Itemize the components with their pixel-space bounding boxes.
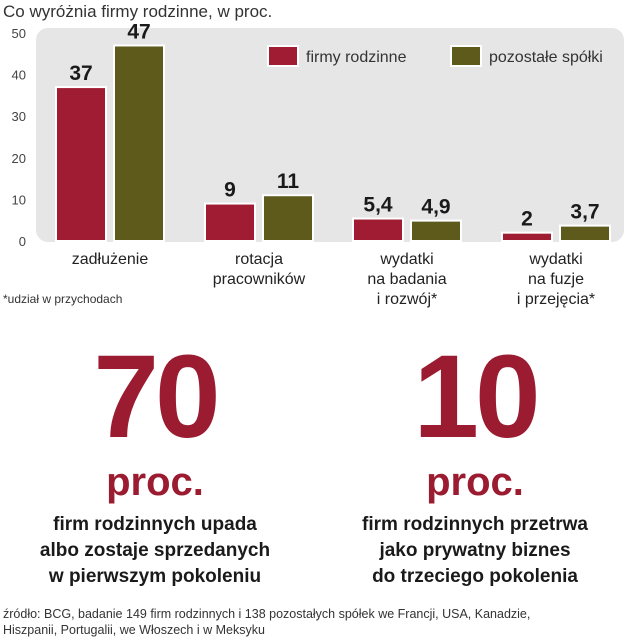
bar-value-label: 11	[277, 170, 300, 193]
category-label: wydatki	[528, 251, 582, 268]
stat-number-1: 70	[93, 331, 220, 463]
bar	[55, 86, 107, 242]
bar	[262, 194, 314, 243]
bar	[113, 44, 165, 243]
stat-description-line: firm rodzinnych przetrwa	[362, 514, 588, 535]
bar-value-label: 4,9	[421, 196, 450, 219]
bar-chart: 0 10 20 30 40 50 37 9 5,4 2 47 11 4,9 3,7 zadłużenie ro…	[12, 20, 624, 308]
legend-label: pozostałe spółki	[489, 49, 603, 66]
stat-description-line: firm rodzinnych upada	[53, 514, 257, 535]
stat-description-2: firm rodzinnych przetrwa jako prywatny b…	[325, 512, 625, 590]
bar-value-label: 3,7	[570, 201, 599, 224]
legend-swatch	[450, 45, 482, 67]
stat-description-line: do trzeciego pokolenia	[372, 566, 578, 587]
bar-value-label: 47	[127, 20, 150, 43]
source-line: źródło: BCG, badanie 149 firm rodzinnych…	[3, 607, 531, 621]
stat-unit-2: proc.	[426, 460, 524, 504]
stat-description-1: firm rodzinnych upada albo zostaje sprze…	[5, 512, 305, 590]
stat-description-line: albo zostaje sprzedanych	[39, 540, 271, 561]
y-tick-label: 40	[12, 68, 26, 83]
y-tick-label: 0	[19, 234, 26, 249]
source-note: źródło: BCG, badanie 149 firm rodzinnych…	[3, 606, 627, 638]
bar	[501, 231, 553, 242]
y-tick-label: 10	[12, 192, 26, 207]
legend-swatch	[267, 45, 299, 67]
chart-title: Co wyróżnia firmy rodzinne, w proc.	[3, 2, 273, 21]
y-tick-label: 20	[12, 151, 26, 166]
bar-value-label: 5,4	[363, 194, 393, 217]
bar	[410, 219, 462, 242]
category-label: wydatki	[379, 251, 433, 268]
y-tick-label: 30	[12, 109, 26, 124]
y-tick-label: 50	[12, 26, 26, 41]
bar-value-label: 2	[521, 208, 533, 231]
category-label: na fuzje	[528, 271, 584, 288]
bar	[559, 224, 611, 243]
category-label: pracowników	[213, 271, 306, 288]
category-label: i rozwój*	[377, 291, 437, 308]
legend-label: firmy rodzinne	[306, 49, 407, 66]
bar	[204, 202, 256, 242]
bar-value-label: 9	[224, 179, 236, 202]
bar	[352, 217, 404, 242]
stat-unit-1: proc.	[106, 460, 204, 504]
category-label: zadłużenie	[72, 251, 149, 268]
stat-description-line: jako prywatny biznes	[379, 540, 571, 561]
category-label: rotacja	[235, 251, 283, 268]
footnote: *udział w przychodach	[3, 292, 123, 306]
bar-value-label: 37	[69, 62, 92, 85]
stat-number-2: 10	[413, 331, 540, 463]
plot-background	[36, 28, 624, 242]
stat-description-line: w pierwszym pokoleniu	[48, 566, 262, 587]
source-line: Hiszpanii, Portugalii, we Włoszech i w M…	[3, 623, 265, 637]
category-label: i przejęcia*	[517, 291, 595, 308]
category-label: na badania	[367, 271, 446, 288]
